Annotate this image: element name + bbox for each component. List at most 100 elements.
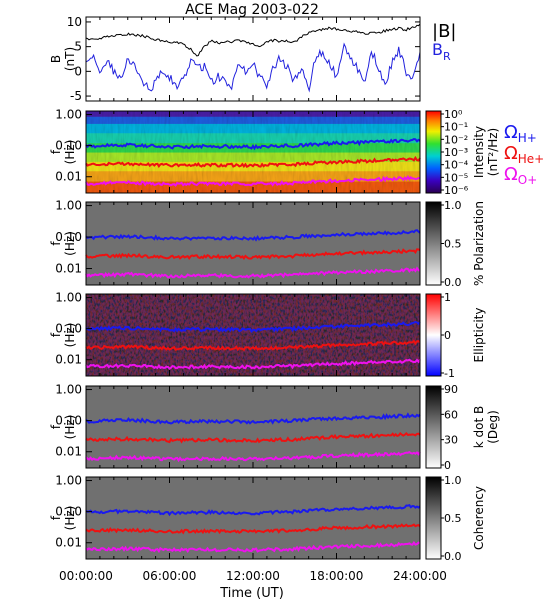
colorbar-tick-label: 1.0 xyxy=(444,474,462,487)
x-tick-label: 00:00:00 xyxy=(59,569,113,583)
legend-btotal-label: |B| xyxy=(432,21,456,42)
gyro-line-O+ xyxy=(85,266,421,279)
x-tick-label: 24:00:00 xyxy=(393,569,447,583)
spectrogram-band xyxy=(86,143,420,154)
legend-btotal: |B| xyxy=(432,21,456,42)
series-B_total xyxy=(85,23,421,57)
spectrogram-blue xyxy=(86,294,420,376)
x-tick-label: 06:00:00 xyxy=(143,569,197,583)
y-tick-label: -5 xyxy=(70,89,82,103)
y-tick-label: 1.00 xyxy=(55,199,82,213)
spectrogram-band xyxy=(86,152,420,163)
y-tick-label: 10 xyxy=(67,15,82,29)
colorbar-label: Ellipticity xyxy=(472,308,486,363)
y-tick-label: 1.00 xyxy=(55,474,82,488)
colorbar-tick-label: 0.0 xyxy=(444,276,462,289)
spectrogram xyxy=(86,202,420,285)
panel-coherency: f (Hz) 1.00 0.10 0.01 1.0 0.5 0.0 Coherency xyxy=(49,474,486,563)
series-B_R xyxy=(85,42,421,93)
colorbar-label: Intensity xyxy=(472,126,486,178)
colorbar-tick-label: 1 xyxy=(444,291,451,304)
panel-polarization: f (Hz) 1.00 0.10 0.01 1.0 0.5 0.0 % Polarization xyxy=(49,199,486,289)
y-axis-label: f xyxy=(49,332,63,337)
spectrogram-band xyxy=(86,133,420,144)
panel-ellipticity: f (Hz) 1.00 0.10 0.01 1 0 -1 Ellipticity xyxy=(49,291,486,380)
panel-kdotb: f (Hz) 1.00 0.10 0.01 90 60 30 0 k dot B (Deg) xyxy=(49,383,500,472)
y-tick-label: 0 xyxy=(74,64,82,78)
colorbar xyxy=(425,201,442,286)
y-tick-label: 0.10 xyxy=(55,139,82,153)
gyro-line-O+ xyxy=(85,450,421,463)
spectrogram xyxy=(86,111,420,194)
y-axis-unit: (Hz) xyxy=(63,415,77,440)
y-tick-label: 0.10 xyxy=(55,505,82,519)
gyro-line-He+ xyxy=(85,339,421,352)
y-axis-unit: (nT) xyxy=(63,47,77,71)
gyro-line-H+ xyxy=(85,229,421,242)
x-axis: 00:00:00 06:00:00 12:00:00 18:00:00 24:00:00 xyxy=(59,569,447,583)
legend-gyro-He+: ΩHe+ xyxy=(504,143,544,166)
colorbar xyxy=(425,385,442,469)
plot-area xyxy=(86,17,420,101)
colorbar xyxy=(425,293,442,377)
chart-title: ACE Mag 2003-022 xyxy=(185,2,319,18)
colorbar xyxy=(425,110,442,194)
x-tick-label: 18:00:00 xyxy=(310,569,364,583)
y-tick-label: 0.01 xyxy=(55,170,82,184)
spectrogram-band xyxy=(86,116,420,125)
colorbar-label: % Polarization xyxy=(472,201,486,286)
colorbar-tick-label: 10⁻³ xyxy=(444,146,468,159)
y-tick-label: 0.01 xyxy=(55,445,82,459)
colorbar-tick-label: 10⁰ xyxy=(444,108,463,121)
y-axis-unit: (Hz) xyxy=(63,323,77,348)
gyro-line-H+ xyxy=(85,412,421,425)
y-tick-label: 5 xyxy=(74,40,82,54)
colorbar-tick-label: 10⁻² xyxy=(444,133,468,146)
colorbar-tick-label: 0 xyxy=(444,459,451,472)
colorbar-tick-label: 1.0 xyxy=(444,199,462,212)
colorbar-tick-label: 10⁻⁶ xyxy=(444,184,469,197)
legend-top: |B| BR xyxy=(432,21,456,63)
legend-br-sub: R xyxy=(443,50,451,63)
y-tick-label: 0.10 xyxy=(55,414,82,428)
x-tick-label: 12:00:00 xyxy=(226,569,280,583)
colorbar-label: Coherency xyxy=(472,486,486,550)
colorbar-tick-label: 0.5 xyxy=(444,238,462,251)
x-axis-label: Time (UT) xyxy=(219,586,284,600)
gyro-line-H+ xyxy=(85,320,421,333)
gyro-line-He+ xyxy=(85,431,421,444)
colorbar-tick-label: 0.5 xyxy=(444,512,462,525)
colorbar-unit: (nT²/Hz) xyxy=(486,128,500,176)
y-tick-label: 0.10 xyxy=(55,322,82,336)
gyro-line-He+ xyxy=(85,248,421,260)
legend-br-label: B xyxy=(432,40,443,59)
panel-power: f (Hz) 1.00 0.10 0.01 10⁰10⁻¹10⁻²10⁻³10⁻⁴10⁻⁵… xyxy=(49,108,500,197)
y-axis-label: f xyxy=(49,424,63,429)
colorbar-label: k dot B xyxy=(472,406,486,448)
y-axis-label: f xyxy=(49,241,63,246)
y-axis-unit: (Hz) xyxy=(63,140,77,165)
colorbar-tick-label: 0.0 xyxy=(444,550,462,563)
gyro-line-O+ xyxy=(85,358,421,370)
colorbar-tick-label: 90 xyxy=(444,383,458,396)
gyro-line-O+ xyxy=(85,175,421,187)
colorbar-tick-label: 10⁻⁵ xyxy=(444,171,468,184)
gyro-line-He+ xyxy=(85,523,421,535)
y-tick-label: 1.00 xyxy=(55,383,82,397)
y-tick-label: 1.00 xyxy=(55,291,82,305)
legend-gyro-H+: ΩH+ xyxy=(504,122,537,145)
colorbar-tick-label: 10⁻¹ xyxy=(444,121,468,134)
panel-field: B (nT) 10 5 0 -5 xyxy=(49,15,421,103)
colorbar xyxy=(425,476,442,560)
y-tick-label: 0.01 xyxy=(55,262,82,276)
colorbar-tick-label: 10⁻⁴ xyxy=(444,159,469,172)
spectrogram-band xyxy=(86,171,420,183)
legend-gyro: ΩH+ΩHe+ΩO+ xyxy=(504,122,544,187)
colorbar-unit: (Deg) xyxy=(486,410,500,444)
gyro-line-H+ xyxy=(85,504,421,517)
colorbar-tick-label: 30 xyxy=(444,434,458,447)
y-tick-label: 0.01 xyxy=(55,353,82,367)
y-tick-label: 1.00 xyxy=(55,108,82,122)
gyro-line-He+ xyxy=(85,155,421,169)
